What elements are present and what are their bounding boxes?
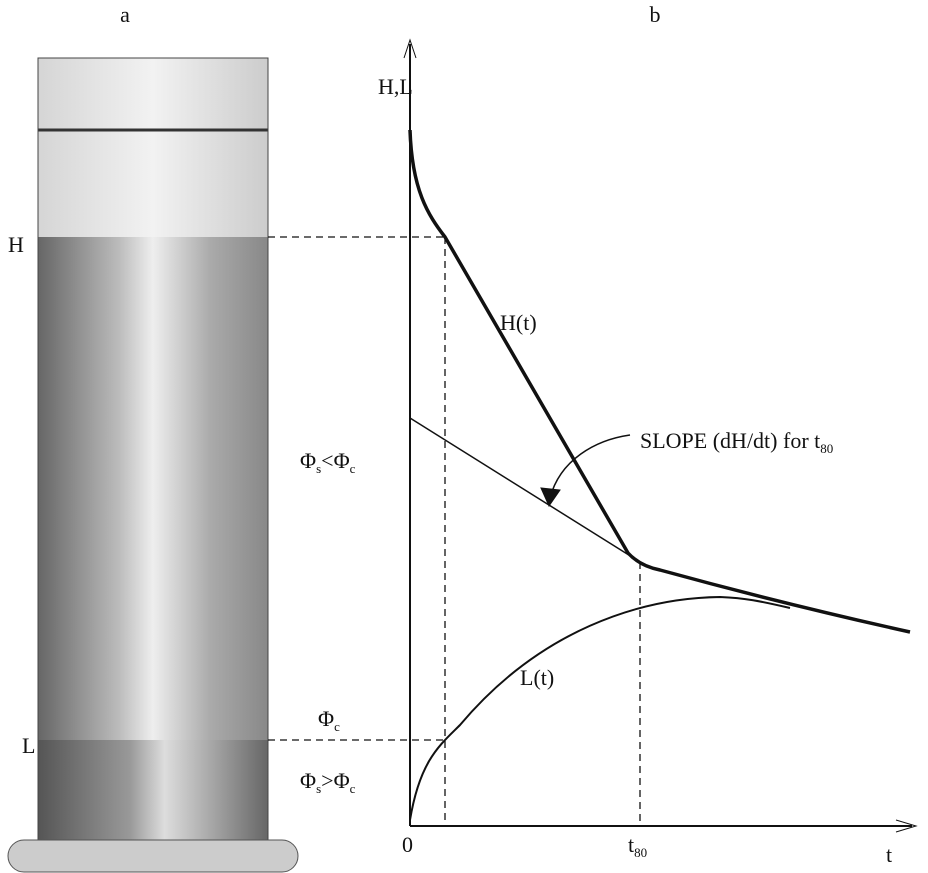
text-part: t bbox=[628, 832, 634, 857]
cylinder bbox=[7, 57, 299, 873]
boundary: Φc bbox=[318, 706, 340, 734]
cylinder-base bbox=[7, 839, 299, 873]
x-arrow bbox=[895, 819, 918, 833]
clear-zone bbox=[38, 130, 268, 237]
slope-arrow bbox=[549, 434, 631, 499]
text-part: <Φ bbox=[321, 448, 350, 473]
y-arrow bbox=[403, 38, 417, 59]
panel-b: b bbox=[650, 2, 661, 27]
upper-zone: Φs<Φc bbox=[300, 448, 356, 476]
subscript: c bbox=[350, 461, 356, 476]
y-axis-label: H,L bbox=[378, 74, 413, 99]
h-label: H bbox=[8, 232, 24, 257]
subscript: 80 bbox=[820, 441, 833, 456]
slope-arrowhead bbox=[540, 487, 561, 508]
sediment-zone bbox=[38, 740, 268, 840]
subscript: s bbox=[316, 781, 321, 796]
x-axis-label: t bbox=[886, 842, 892, 867]
origin-label: 0 bbox=[402, 832, 413, 857]
subscript: s bbox=[316, 461, 321, 476]
l-label: L bbox=[22, 733, 35, 758]
subscript: c bbox=[350, 781, 356, 796]
t80-label: t80 bbox=[628, 832, 647, 860]
lower-zone: Φs>Φc bbox=[300, 768, 356, 796]
text-part: Φ bbox=[300, 768, 316, 793]
subscript: c bbox=[334, 719, 340, 734]
slope-label: SLOPE (dH/dt) for t80 bbox=[640, 428, 833, 456]
guides bbox=[268, 236, 641, 826]
l-curve-label: L(t) bbox=[520, 665, 554, 690]
text-part: Φ bbox=[318, 706, 334, 731]
panel-a: a bbox=[120, 2, 130, 27]
plot bbox=[268, 38, 918, 833]
h-curve bbox=[408, 129, 911, 634]
text-part: >Φ bbox=[321, 768, 350, 793]
h-curve-label: H(t) bbox=[500, 310, 537, 335]
text-part: Φ bbox=[300, 448, 316, 473]
text-part: SLOPE (dH/dt) for t bbox=[640, 428, 820, 453]
l-curve bbox=[409, 595, 791, 821]
tangent bbox=[409, 417, 641, 563]
suspension-zone bbox=[38, 237, 268, 740]
subscript: 80 bbox=[634, 845, 647, 860]
cylinder-top bbox=[37, 57, 269, 131]
